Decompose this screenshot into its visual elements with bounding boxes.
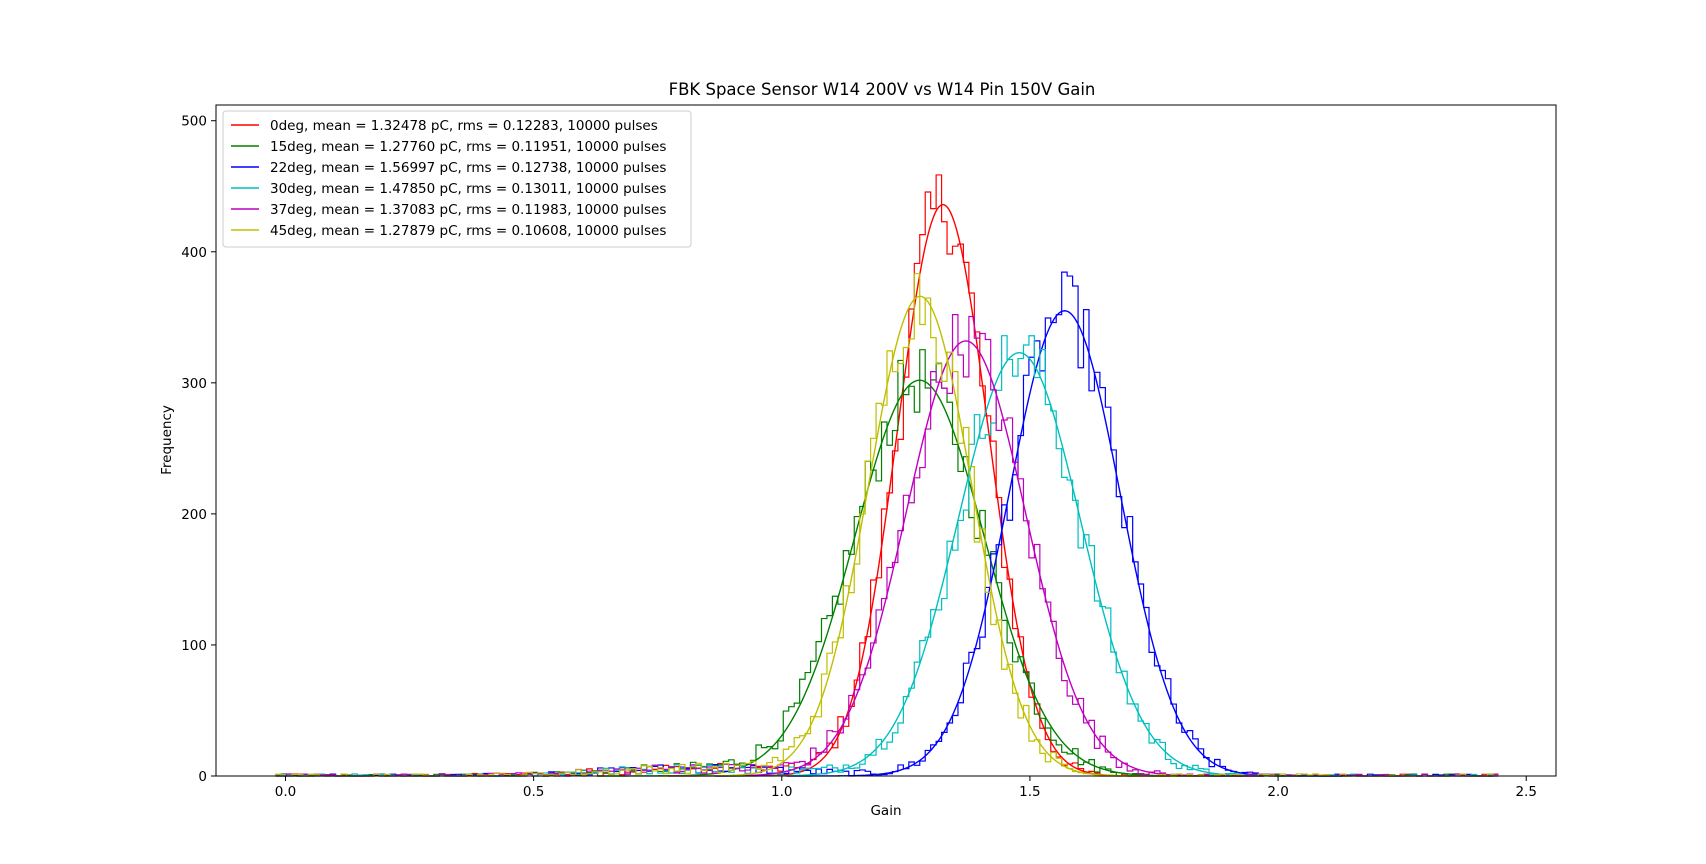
fit-curve: [662, 295, 1179, 777]
y-tick-label: 200: [181, 507, 207, 523]
x-axis: 0.0 0.5 1.0 1.5 2.0 2.5: [275, 776, 1537, 800]
y-tick-label: 500: [181, 114, 207, 130]
y-tick-label: 0: [198, 769, 207, 785]
x-tick-label: 1.5: [1019, 784, 1040, 800]
legend-box: [222, 110, 692, 248]
y-tick-label: 100: [181, 638, 207, 654]
legend-entry: 45deg, mean = 1.27879 pC, rms = 0.10608,…: [270, 223, 666, 239]
y-tick-label: 300: [181, 376, 207, 392]
fit-curve: [596, 379, 1243, 777]
y-tick-label: 400: [181, 245, 207, 261]
y-axis-label: Frequency: [159, 405, 175, 475]
plot-frame: [215, 104, 1557, 777]
x-tick-label: 1.0: [771, 784, 792, 800]
x-tick-label: 0.0: [275, 784, 296, 800]
legend-entry: 15deg, mean = 1.27760 pC, rms = 0.11951,…: [270, 139, 666, 155]
legend-entry: 22deg, mean = 1.56997 pC, rms = 0.12738,…: [270, 160, 666, 176]
legend-entry: 30deg, mean = 1.47850 pC, rms = 0.13011,…: [270, 181, 666, 197]
x-tick-label: 0.5: [523, 784, 544, 800]
legend: 0deg, mean = 1.32478 pC, rms = 0.12283, …: [222, 110, 692, 248]
x-axis-label: Gain: [870, 803, 901, 819]
legend-entry: 37deg, mean = 1.37083 pC, rms = 0.11983,…: [270, 202, 666, 218]
x-tick-label: 2.0: [1267, 784, 1288, 800]
chart-title: FBK Space Sensor W14 200V vs W14 Pin 150…: [669, 80, 1096, 99]
x-tick-label: 2.5: [1515, 784, 1536, 800]
y-axis: 0 100 200 300 400 500: [181, 114, 216, 785]
legend-entry: 0deg, mean = 1.32478 pC, rms = 0.12283, …: [270, 118, 658, 134]
